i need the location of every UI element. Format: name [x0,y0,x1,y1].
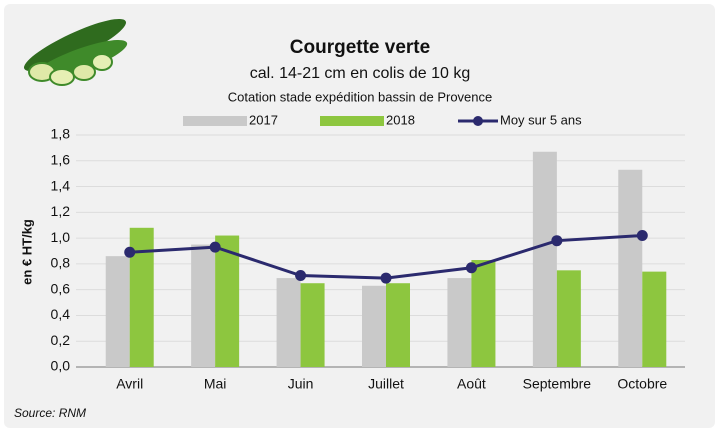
line-marker [295,270,306,281]
line-marker [124,247,135,258]
x-tick-label: Mai [204,376,227,392]
bar [447,278,471,367]
x-tick-label: Septembre [523,376,592,392]
bar [642,272,666,367]
bar [533,152,557,367]
bar [386,283,410,367]
bar [362,286,386,367]
line-marker [210,242,221,253]
bar [557,270,581,367]
x-tick-label: Avril [116,376,143,392]
y-tick-label: 0,6 [51,280,71,296]
x-tick-label: Août [457,376,486,392]
legend-swatch [320,116,384,126]
x-tick-label: Octobre [617,376,667,392]
x-tick-label: Juillet [368,376,404,392]
bar [106,256,130,367]
y-tick-label: 1,4 [51,177,71,193]
y-tick-label: 1,6 [51,151,71,167]
chart-subtitle: cal. 14-21 cm en colis de 10 kg [250,65,471,82]
line-marker [551,235,562,246]
legend-swatch [183,116,247,126]
line-marker [637,230,648,241]
legend-swatch [473,116,483,126]
legend-label: Moy sur 5 ans [500,112,582,127]
y-tick-label: 1,0 [51,229,71,245]
y-tick-label: 0,4 [51,306,71,322]
legend-label: 2018 [386,112,415,127]
y-tick-label: 0,0 [51,358,71,374]
bar [277,278,301,367]
y-tick-label: 1,8 [51,126,71,142]
x-tick-label: Juin [288,376,314,392]
y-tick-label: 0,2 [51,332,71,348]
chart-title: Courgette verte [290,37,430,58]
bar [301,283,325,367]
legend-label: 2017 [249,112,278,127]
bar [471,260,495,367]
bar [191,245,215,367]
line-marker [381,273,392,284]
source: Source: RNM [14,406,86,420]
y-tick-label: 0,8 [51,255,71,271]
line-marker [466,262,477,273]
y-axis-label: en € HT/kg [19,219,34,285]
y-tick-label: 1,2 [51,203,71,219]
bar [618,170,642,367]
chart: Courgette verte cal. 14-21 cm en colis d… [0,0,719,432]
chart-note: Cotation stade expédition bassin de Prov… [228,89,493,104]
